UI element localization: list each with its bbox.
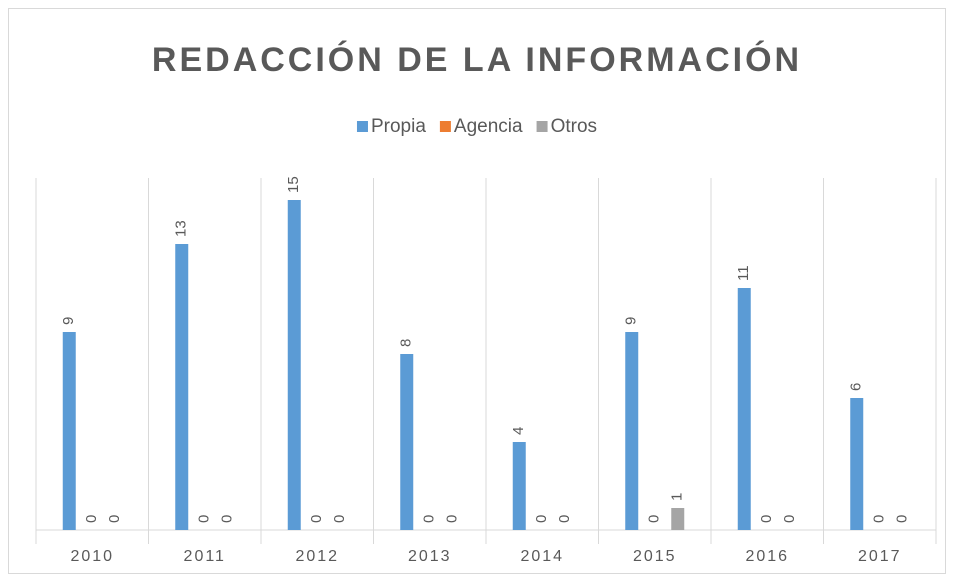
x-tick-label: 2015 [633,548,677,565]
legend-swatch [536,121,548,132]
data-label: 8 [398,339,415,347]
bar [287,200,301,530]
x-tick-label: 2010 [70,548,114,565]
x-tick-label: 2017 [858,548,902,565]
data-label: 0 [196,515,213,523]
data-label: 0 [219,515,236,523]
data-label: 9 [60,317,77,325]
data-label: 6 [848,383,865,391]
data-label: 0 [758,515,775,523]
bar [62,332,76,530]
bar [671,508,685,530]
data-label: 0 [331,515,348,523]
data-label: 4 [510,427,527,435]
x-tick-label: 2011 [184,548,226,565]
bar [400,354,414,530]
data-label: 13 [173,220,190,237]
data-label: 15 [285,176,302,193]
chart-title: REDACCIÓN DE LA INFORMACIÓN [152,41,802,79]
legend-swatch [439,121,451,132]
legend-label: Agencia [454,116,523,137]
x-tick-label: 2013 [408,548,452,565]
legend-label: Propia [371,116,426,137]
data-label: 0 [83,515,100,523]
data-label: 0 [421,515,438,523]
data-label: 0 [646,515,663,523]
data-label: 0 [106,515,123,523]
data-label: 0 [781,515,798,523]
x-tick-label: 2016 [745,548,789,565]
data-label: 0 [533,515,550,523]
bar [850,398,864,530]
data-label: 1 [669,493,686,501]
data-label: 0 [308,515,325,523]
data-label: 0 [556,515,573,523]
x-tick-label: 2012 [295,548,339,565]
data-label: 9 [623,317,640,325]
bar [625,332,639,530]
legend-swatch [356,121,368,132]
legend-label: Otros [551,116,597,137]
bar [512,442,526,530]
bar [737,288,751,530]
x-tick-label: 2014 [520,548,564,565]
data-label: 0 [894,515,911,523]
data-label: 0 [444,515,461,523]
chart-border [8,8,946,574]
bar [175,244,189,530]
data-label: 0 [871,515,888,523]
data-label: 11 [735,265,752,281]
